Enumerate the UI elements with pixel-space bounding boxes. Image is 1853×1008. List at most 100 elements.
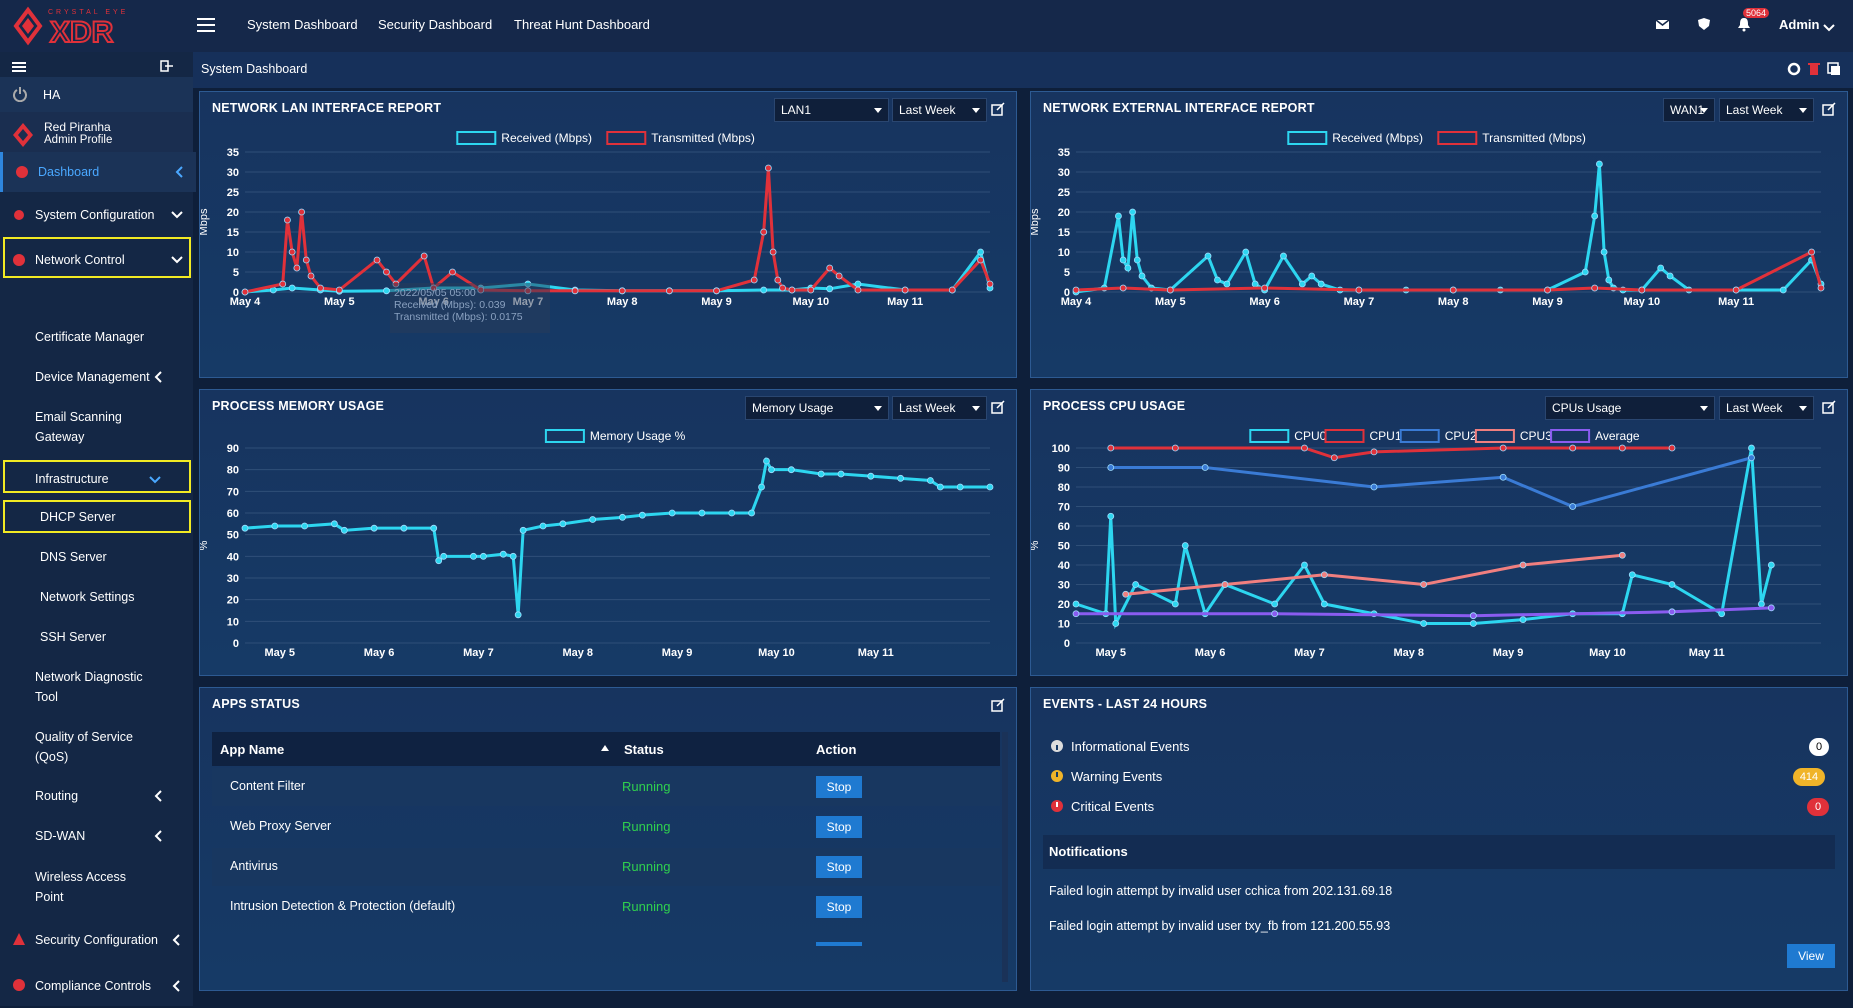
data-point <box>1668 444 1676 452</box>
data-point <box>1618 444 1626 452</box>
data-point <box>1718 610 1726 618</box>
wan-interface-select[interactable]: WAN1 <box>1663 98 1715 122</box>
data-point <box>1469 612 1477 620</box>
external-link-icon[interactable] <box>991 102 1005 116</box>
stop-button[interactable]: Stop <box>816 856 862 878</box>
hamburger-menu-icon[interactable] <box>197 18 215 32</box>
y-tick-label: 70 <box>227 486 239 498</box>
sidebar-menu-icon[interactable] <box>12 60 26 75</box>
sidebar-item-device-management[interactable]: Device Management <box>0 370 193 400</box>
x-tick-label: May 8 <box>607 296 638 308</box>
sidebar-item-network-diagnostic-tool[interactable]: Network Diagnostic Tool <box>0 670 193 710</box>
data-point <box>837 470 845 478</box>
x-tick-label: May 8 <box>1393 647 1424 659</box>
data-point <box>1072 286 1080 294</box>
sidebar-item-compliance-controls[interactable]: Compliance Controls <box>0 978 193 1008</box>
critical-circle-icon <box>1051 800 1063 815</box>
ha-row[interactable]: HA <box>0 77 193 112</box>
sidebar-item-system-configuration[interactable]: System Configuration <box>0 195 193 235</box>
topnav-threat-hunt-dashboard[interactable]: Threat Hunt Dashboard <box>514 17 650 32</box>
x-tick-label: May 10 <box>792 296 829 308</box>
y-tick-label: 40 <box>227 551 239 563</box>
cpu-period-select[interactable]: Last Week <box>1719 396 1814 420</box>
external-link-icon[interactable] <box>991 400 1005 414</box>
sidebar-item-ssh-server[interactable]: SSH Server <box>0 630 193 660</box>
app-status: Running <box>622 859 671 874</box>
bell-icon[interactable] <box>1736 16 1752 32</box>
profile-card[interactable]: Red Piranha Admin Profile <box>0 112 193 159</box>
sidebar-item-label: Quality of Service <box>35 730 133 744</box>
data-point <box>400 524 408 532</box>
sidebar-item-qos[interactable]: Quality of Service (QoS) <box>0 730 193 770</box>
stop-button[interactable]: Stop <box>816 816 862 838</box>
power-icon <box>12 86 28 105</box>
admin-user-menu[interactable]: Admin <box>1779 17 1820 32</box>
series-line <box>244 456 990 615</box>
mail-icon[interactable] <box>1655 16 1671 32</box>
data-point <box>1317 280 1325 288</box>
topnav-security-dashboard[interactable]: Security Dashboard <box>378 17 493 32</box>
sort-asc-icon[interactable] <box>600 740 610 755</box>
external-link-icon[interactable] <box>1822 102 1836 116</box>
y-tick-label: 20 <box>227 207 239 219</box>
highlight-box-network-control <box>3 237 191 278</box>
data-point <box>1138 272 1146 280</box>
data-point <box>1499 473 1507 481</box>
y-axis-label: Mbps <box>1031 208 1041 235</box>
sidebar-item-sd-wan[interactable]: SD-WAN <box>0 829 193 859</box>
data-point <box>1600 248 1608 256</box>
view-button[interactable]: View <box>1787 944 1835 968</box>
sidebar-item-label: Network Settings <box>40 590 135 604</box>
sidebar-item-routing[interactable]: Routing <box>0 789 193 819</box>
external-link-icon[interactable] <box>991 698 1005 712</box>
logout-icon[interactable] <box>160 60 174 75</box>
data-point <box>1181 542 1189 549</box>
chevron-down-icon <box>171 254 183 266</box>
data-point <box>293 264 301 272</box>
col-app-name[interactable]: App Name <box>220 742 285 757</box>
data-point <box>1544 286 1551 294</box>
shield-icon[interactable] <box>1696 16 1712 32</box>
sidebar-item-dhcp-server[interactable]: DHCP Server <box>0 510 193 540</box>
external-link-icon[interactable] <box>1822 400 1836 414</box>
sidebar-item-label: Infrastructure <box>35 472 109 486</box>
crystal-eye-logo[interactable]: CRYSTAL EYE XDR <box>8 2 168 50</box>
data-point <box>435 557 443 565</box>
sidebar-item-label-line2: Tool <box>35 690 58 704</box>
sidebar-item-network-control[interactable]: Network Control <box>0 240 193 280</box>
data-point <box>509 552 517 560</box>
sidebar-item-dashboard[interactable]: Dashboard <box>0 152 196 192</box>
lan-period-select[interactable]: Last Week <box>892 98 987 122</box>
sidebar-item-network-settings[interactable]: Network Settings <box>0 590 193 620</box>
sidebar-item-email-scanning-gateway[interactable]: Email Scanning Gateway <box>0 410 193 450</box>
cpu-metric-select[interactable]: CPUs Usage <box>1545 396 1715 420</box>
table-scrollbar[interactable] <box>1002 732 1008 982</box>
data-point <box>1370 483 1378 491</box>
trash-icon[interactable] <box>1808 62 1820 79</box>
page-header: System Dashboard <box>193 52 1853 88</box>
memory-period-select[interactable]: Last Week <box>892 396 987 420</box>
stop-button[interactable]: Stop <box>816 896 862 918</box>
lan-interface-select[interactable]: LAN1 <box>774 98 889 122</box>
topnav-system-dashboard[interactable]: System Dashboard <box>247 17 358 32</box>
wan-period-select[interactable]: Last Week <box>1719 98 1814 122</box>
settings-gear-icon[interactable] <box>1787 62 1801 79</box>
sidebar-item-dns-server[interactable]: DNS Server <box>0 550 193 580</box>
x-tick-label: May 9 <box>1532 296 1563 308</box>
sidebar-item-security-configuration[interactable]: Security Configuration <box>0 932 193 962</box>
y-tick-label: 80 <box>1058 482 1070 494</box>
data-point <box>284 216 291 224</box>
sidebar-item-wireless-access-point[interactable]: Wireless Access Point <box>0 870 193 910</box>
sidebar-item-certificate-manager[interactable]: Certificate Manager <box>0 330 193 360</box>
x-tick-label: May 10 <box>1589 647 1626 659</box>
chevron-down-icon[interactable] <box>1823 20 1835 35</box>
sidebar-item-infrastructure[interactable]: Infrastructure <box>0 470 193 500</box>
x-tick-label: May 10 <box>1623 296 1660 308</box>
legend-swatch <box>1474 429 1515 443</box>
y-tick-label: 0 <box>1064 638 1070 650</box>
memory-metric-select[interactable]: Memory Usage <box>745 396 889 420</box>
data-point <box>1668 608 1676 616</box>
data-point <box>1668 581 1676 588</box>
stop-button[interactable]: Stop <box>816 776 862 798</box>
layers-icon[interactable] <box>1827 62 1841 79</box>
